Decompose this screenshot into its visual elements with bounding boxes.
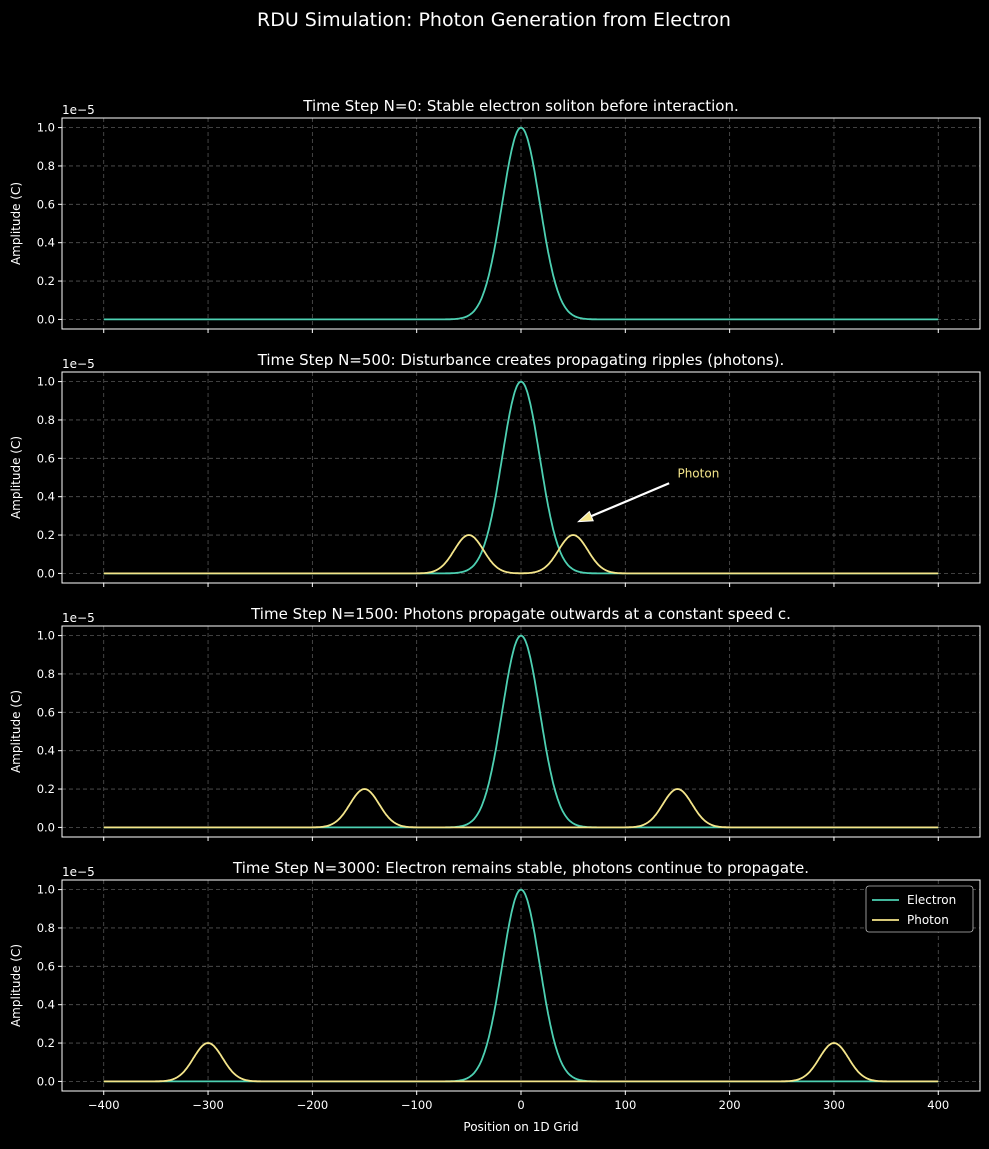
- y-tick-label: 0.0: [37, 566, 55, 580]
- y-tick-label: 0.4: [37, 744, 55, 758]
- y-tick-label: 0.0: [37, 1074, 55, 1088]
- y-tick-label: 0.6: [37, 197, 55, 211]
- annotation-arrow: [590, 482, 670, 518]
- y-tick-label: 0.4: [37, 236, 55, 250]
- axes-frame: [61, 879, 981, 1092]
- y-offset-label: 1e−5: [62, 611, 95, 625]
- y-axis-label: Amplitude (C): [9, 182, 23, 265]
- x-tick-label: 400: [927, 1098, 949, 1112]
- y-offset-label: 1e−5: [62, 865, 95, 879]
- y-tick-label: 0.2: [37, 1036, 55, 1050]
- y-tick-label: 0.8: [37, 921, 55, 935]
- legend: Electron Photon: [865, 885, 974, 933]
- y-tick-label: 0.2: [37, 528, 55, 542]
- y-axis-label: Amplitude (C): [9, 436, 23, 519]
- y-tick-label: 0.8: [37, 667, 55, 681]
- subplot-title: Time Step N=1500: Photons propagate outw…: [250, 605, 791, 623]
- photon-line: [103, 1042, 939, 1083]
- annotation-arrowhead: [577, 510, 594, 523]
- electron-line: [103, 126, 939, 321]
- x-tick-label: 300: [823, 1098, 845, 1112]
- y-tick-label: 0.4: [37, 490, 55, 504]
- y-axis-label: Amplitude (C): [9, 944, 23, 1027]
- photon-line: [103, 534, 939, 575]
- figure-title: RDU Simulation: Photon Generation from E…: [257, 9, 731, 31]
- subplot-2: Time Step N=500: Disturbance creates pro…: [9, 351, 981, 587]
- x-axis-label: Position on 1D Grid: [463, 1120, 578, 1134]
- x-tick-label: 100: [614, 1098, 636, 1112]
- y-tick-label: 1.0: [37, 121, 55, 135]
- y-tick-label: 0.8: [37, 159, 55, 173]
- subplot-title: Time Step N=0: Stable electron soliton b…: [302, 97, 738, 115]
- axes-frame: [61, 371, 981, 584]
- x-tick-label: −400: [88, 1098, 120, 1112]
- y-tick-label: 0.4: [37, 998, 55, 1012]
- y-tick-label: 0.6: [37, 451, 55, 465]
- subplot-4: Time Step N=3000: Electron remains stabl…: [9, 859, 981, 1112]
- y-tick-label: 1.0: [37, 883, 55, 897]
- y-offset-label: 1e−5: [62, 103, 95, 117]
- subplot-1: Time Step N=0: Stable electron soliton b…: [9, 97, 981, 333]
- y-axis-label: Amplitude (C): [9, 690, 23, 773]
- axes-frame: [61, 625, 981, 838]
- y-tick-label: 1.0: [37, 375, 55, 389]
- x-tick-label: 0: [517, 1098, 524, 1112]
- x-tick-label: −200: [297, 1098, 329, 1112]
- photon-line: [103, 788, 939, 829]
- x-tick-label: −100: [401, 1098, 433, 1112]
- y-tick-label: 0.6: [37, 705, 55, 719]
- x-tick-label: 200: [719, 1098, 741, 1112]
- subplot-title: Time Step N=500: Disturbance creates pro…: [257, 351, 785, 369]
- y-offset-label: 1e−5: [62, 357, 95, 371]
- y-tick-label: 0.2: [37, 782, 55, 796]
- y-tick-label: 0.0: [37, 820, 55, 834]
- annotation-text: Photon: [677, 467, 719, 481]
- axes-frame: [61, 117, 981, 330]
- x-tick-label: −300: [192, 1098, 224, 1112]
- y-tick-label: 0.0: [37, 312, 55, 326]
- y-tick-label: 0.6: [37, 959, 55, 973]
- subplot-3: Time Step N=1500: Photons propagate outw…: [9, 605, 981, 841]
- subplot-title: Time Step N=3000: Electron remains stabl…: [232, 859, 809, 877]
- y-tick-label: 1.0: [37, 629, 55, 643]
- electron-line: [103, 888, 939, 1083]
- legend-photon-label: Photon: [907, 913, 949, 927]
- y-tick-label: 0.8: [37, 413, 55, 427]
- y-tick-label: 0.2: [37, 274, 55, 288]
- legend-electron-label: Electron: [907, 893, 956, 907]
